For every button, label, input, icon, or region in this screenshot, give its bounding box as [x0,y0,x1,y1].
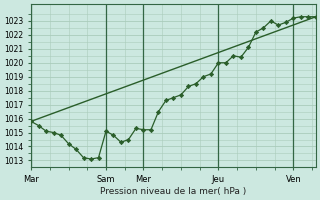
X-axis label: Pression niveau de la mer( hPa ): Pression niveau de la mer( hPa ) [100,187,247,196]
